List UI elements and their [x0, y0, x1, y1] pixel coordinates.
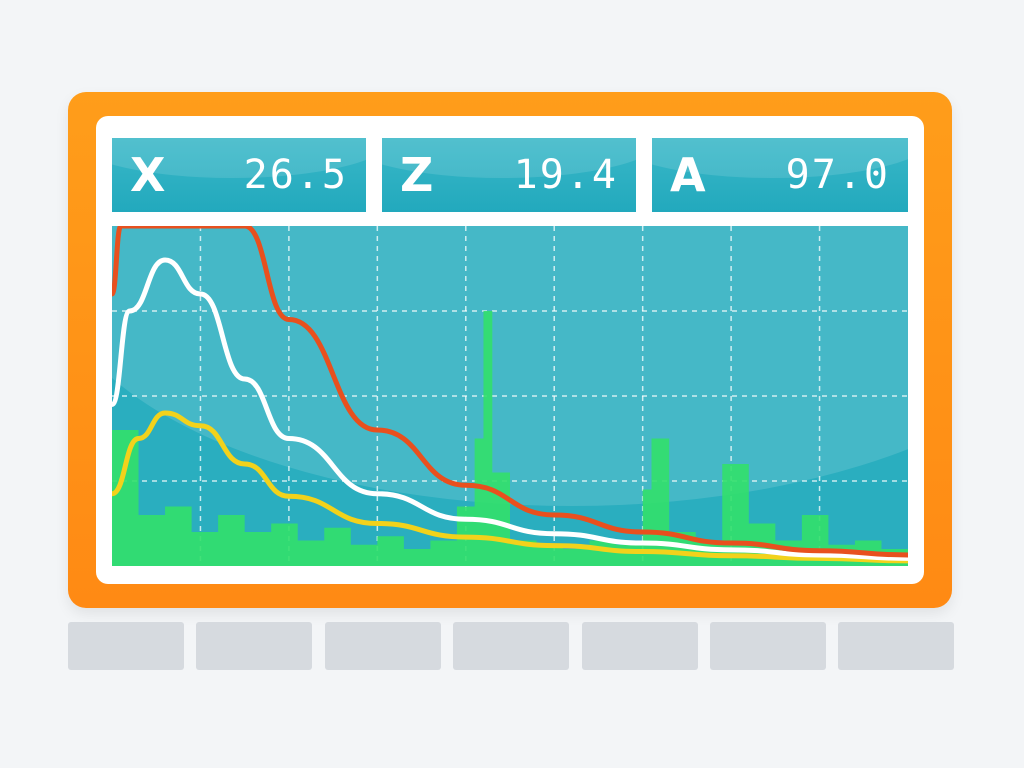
readout-a: A 97.0: [652, 138, 908, 212]
softkey-4[interactable]: [453, 622, 569, 670]
softkey-2[interactable]: [196, 622, 312, 670]
softkey-6[interactable]: [710, 622, 826, 670]
readout-bar: X 26.5 Z 19.4 A 97.0: [112, 138, 908, 212]
softkey-row: [68, 622, 954, 672]
readout-a-label: A: [670, 148, 706, 202]
series-spectrum: [112, 311, 908, 566]
plot-svg: [112, 226, 908, 566]
readout-z: Z 19.4: [382, 138, 636, 212]
readout-z-label: Z: [400, 148, 434, 202]
readout-x-value: 26.5: [243, 152, 348, 198]
readout-x-label: X: [130, 148, 166, 202]
readout-x: X 26.5: [112, 138, 366, 212]
readout-z-value: 19.4: [513, 152, 618, 198]
display-screen: X 26.5 Z 19.4 A 97.0: [96, 116, 924, 584]
readout-a-value: 97.0: [785, 152, 890, 198]
softkey-3[interactable]: [325, 622, 441, 670]
series-curve-red: [112, 226, 908, 558]
series-curve-yellow: [112, 410, 908, 564]
device-frame: X 26.5 Z 19.4 A 97.0: [68, 92, 952, 608]
softkey-7[interactable]: [838, 622, 954, 670]
series-curve-white: [112, 257, 908, 561]
softkey-5[interactable]: [582, 622, 698, 670]
screen-glare: [112, 226, 908, 506]
plot-series: [112, 226, 908, 566]
spectrum-plot: [112, 226, 908, 566]
softkey-1[interactable]: [68, 622, 184, 670]
